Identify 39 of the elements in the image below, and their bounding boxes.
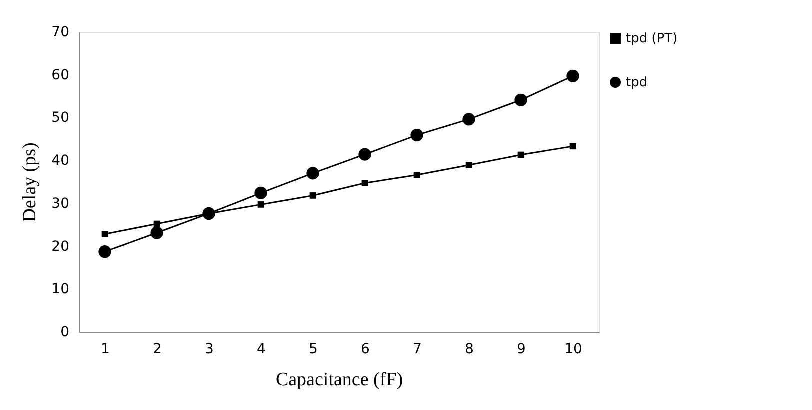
y-tick-label: 30 <box>52 196 70 212</box>
x-axis-title: Capacitance (fF) <box>276 370 404 390</box>
x-tick-label: 7 <box>413 342 422 358</box>
point <box>466 162 472 168</box>
point <box>306 167 320 180</box>
point <box>410 128 424 142</box>
point <box>310 192 316 199</box>
point <box>362 180 368 186</box>
x-tick-label: 4 <box>257 342 266 358</box>
point <box>414 172 420 178</box>
point <box>258 202 264 208</box>
y-tick-label: 0 <box>60 324 70 340</box>
y-axis-title: Delay (ps) <box>20 142 41 222</box>
x-tick-label: 1 <box>101 342 110 358</box>
point <box>566 70 580 82</box>
x-tick-label: 6 <box>361 342 370 358</box>
legend-label: tpd (PT) <box>626 32 678 46</box>
y-tick-label: 20 <box>52 238 70 255</box>
y-tick-label: 50 <box>52 110 70 126</box>
legend-label: tpd <box>626 76 648 90</box>
point <box>98 246 112 258</box>
point <box>150 226 164 240</box>
y-tick-label: 70 <box>52 24 70 40</box>
point <box>102 231 108 238</box>
point <box>518 152 524 158</box>
point <box>254 186 268 200</box>
x-tick-label: 8 <box>465 342 474 358</box>
y-tick-label: 60 <box>52 67 70 84</box>
point <box>570 143 576 150</box>
y-tick-label: 10 <box>52 282 70 298</box>
y-tick-label: 40 <box>52 153 70 170</box>
x-tick-label: 5 <box>309 342 318 358</box>
point <box>358 148 372 161</box>
x-tick-label: 10 <box>564 342 582 358</box>
x-tick-label: 9 <box>517 342 526 358</box>
x-tick-label: 3 <box>205 342 214 358</box>
x-tick-label: 2 <box>153 342 162 358</box>
point <box>514 94 528 106</box>
point <box>462 113 476 126</box>
